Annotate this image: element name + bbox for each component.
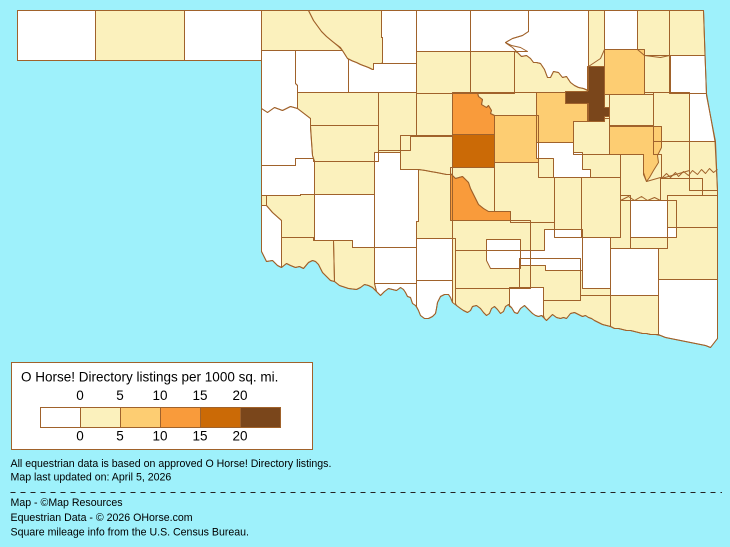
svg-text:0: 0 xyxy=(76,429,84,444)
svg-text:Map - ©Map Resources: Map - ©Map Resources xyxy=(11,497,123,509)
svg-text:All equestrian data is based o: All equestrian data is based on approved… xyxy=(11,458,332,470)
svg-text:10: 10 xyxy=(152,429,167,444)
svg-text:Equestrian Data - © 2026 OHors: Equestrian Data - © 2026 OHorse.com xyxy=(11,512,193,524)
svg-text:5: 5 xyxy=(116,388,124,403)
svg-text:15: 15 xyxy=(192,429,207,444)
svg-text:15: 15 xyxy=(192,388,207,403)
svg-text:Square mileage info from the U: Square mileage info from the U.S. Census… xyxy=(11,527,249,539)
svg-text:O Horse! Directory listings pe: O Horse! Directory listings per 1000 sq.… xyxy=(21,370,278,385)
svg-text:20: 20 xyxy=(232,429,247,444)
svg-text:20: 20 xyxy=(232,388,247,403)
svg-text:5: 5 xyxy=(116,429,124,444)
svg-text:0: 0 xyxy=(76,388,84,403)
svg-text:Map last updated on: April 5,: Map last updated on: April 5, 2026 xyxy=(11,472,172,484)
svg-text:10: 10 xyxy=(152,388,167,403)
